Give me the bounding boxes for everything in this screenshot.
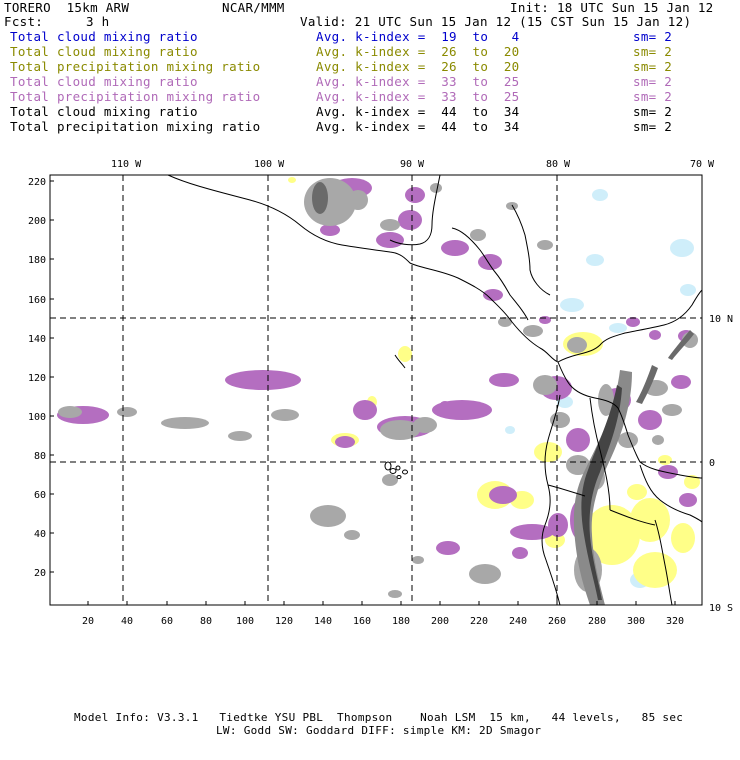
- coastlines: [167, 175, 702, 605]
- init-time: Init: 18 UTC Sun 15 Jan 12: [510, 0, 714, 15]
- lat-lon-grid: [50, 175, 702, 605]
- x-tick-label: 260: [548, 616, 566, 627]
- x-tick-label: 200: [431, 616, 449, 627]
- lon-label: 70 W: [690, 159, 715, 170]
- lat-label: 0: [709, 458, 715, 469]
- lon-label: 90 W: [400, 159, 425, 170]
- model-info: Model Info: V3.3.1 Tiedtke YSU PBL Thomp…: [74, 711, 684, 724]
- y-tick-label: 200: [28, 216, 46, 227]
- x-tick-label: 60: [161, 616, 173, 627]
- yellow-precip-layer: [288, 177, 700, 588]
- x-tick-label: 120: [275, 616, 293, 627]
- map-frame: [49, 174, 703, 606]
- legend-field: Total cloud mixing ratio: [10, 29, 198, 44]
- x-tick-label: 240: [509, 616, 527, 627]
- y-tick-label: 220: [28, 177, 46, 188]
- legend-smoothing: sm= 2: [633, 104, 673, 119]
- y-tick-label: 140: [28, 334, 46, 345]
- legend-smoothing: sm= 2: [633, 89, 673, 104]
- y-tick-label: 40: [34, 529, 46, 540]
- legend-kindex: Avg. k-index = 33 to 25: [316, 74, 520, 89]
- model-title: TORERO 15km ARW: [4, 0, 130, 15]
- legend-kindex: Avg. k-index = 19 to 4: [316, 29, 520, 44]
- lon-label: 80 W: [546, 159, 571, 170]
- legend-smoothing: sm= 2: [633, 74, 673, 89]
- legend-kindex: Avg. k-index = 44 to 34: [316, 119, 520, 134]
- legend-field: Total precipitation mixing ratio: [10, 59, 261, 74]
- legend-field: Total precipitation mixing ratio: [10, 89, 261, 104]
- y-tick-label: 180: [28, 255, 46, 266]
- x-tick-label: 160: [353, 616, 371, 627]
- legend-kindex: Avg. k-index = 26 to 20: [316, 44, 520, 59]
- y-tick-label: 60: [34, 490, 46, 501]
- model-physics: LW: Godd SW: Goddard DIFF: simple KM: 2D…: [216, 724, 542, 737]
- y-tick-label: 160: [28, 295, 46, 306]
- legend-field: Total precipitation mixing ratio: [10, 119, 261, 134]
- dark-cloud-layer: [312, 182, 694, 605]
- x-tick-label: 40: [121, 616, 133, 627]
- legend-smoothing: sm= 2: [633, 119, 673, 134]
- x-tick-label: 80: [200, 616, 212, 627]
- purple-cloud-layer: [57, 178, 697, 559]
- lat-label: 10 S: [709, 603, 733, 614]
- legend-field: Total cloud mixing ratio: [10, 104, 198, 119]
- forecast-label: Fcst:: [4, 14, 44, 29]
- legend-smoothing: sm= 2: [633, 59, 673, 74]
- galapagos-islands: [384, 461, 408, 479]
- legend-smoothing: sm= 2: [633, 29, 673, 44]
- legend-smoothing: sm= 2: [633, 44, 673, 59]
- legend-field: Total cloud mixing ratio: [10, 44, 198, 59]
- x-axis-labels: 20 40 60 80 100 120 140 160 180 200 220 …: [82, 616, 684, 627]
- y-tick-label: 100: [28, 412, 46, 423]
- y-tick-label: 80: [34, 451, 46, 462]
- legend-kindex: Avg. k-index = 33 to 25: [316, 89, 520, 104]
- x-tick-label: 180: [392, 616, 410, 627]
- gray-cloud-layer: [58, 178, 698, 598]
- forecast-hours: 3 h: [86, 14, 110, 29]
- x-tick-label: 20: [82, 616, 94, 627]
- x-tick-label: 280: [588, 616, 606, 627]
- legend-kindex: Avg. k-index = 26 to 20: [316, 59, 520, 74]
- y-tick-label: 120: [28, 373, 46, 384]
- x-tick-label: 140: [314, 616, 332, 627]
- lon-label: 100 W: [254, 159, 285, 170]
- legend-field: Total cloud mixing ratio: [10, 74, 198, 89]
- lon-label: 110 W: [111, 159, 142, 170]
- legend-kindex: Avg. k-index = 44 to 34: [316, 104, 520, 119]
- y-tick-label: 20: [34, 568, 46, 579]
- x-tick-label: 320: [666, 616, 684, 627]
- center-label: NCAR/MMM: [222, 0, 285, 15]
- valid-time: Valid: 21 UTC Sun 15 Jan 12 (15 CST Sun …: [300, 14, 692, 29]
- x-tick-label: 220: [470, 616, 488, 627]
- x-tick-label: 300: [627, 616, 645, 627]
- forecast-map: 110 W 100 W 90 W 80 W 70 W 10 N 0 10 S 2…: [28, 159, 733, 627]
- y-axis-labels: 220 200 180 160 140 120 100 80 60 40 20: [28, 177, 46, 579]
- x-tick-label: 100: [236, 616, 254, 627]
- tick-marks: [50, 180, 676, 605]
- lat-label: 10 N: [709, 314, 733, 325]
